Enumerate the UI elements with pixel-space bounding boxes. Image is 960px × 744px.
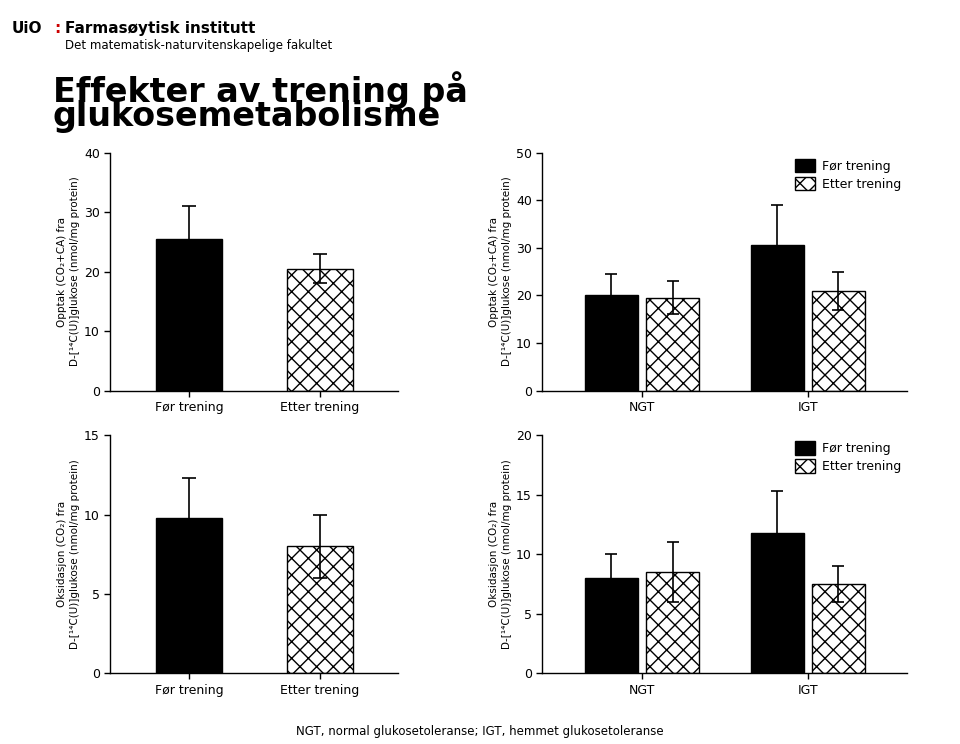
- Bar: [156, 518, 222, 673]
- Bar: [646, 572, 699, 673]
- Bar: [751, 533, 804, 673]
- Bar: [812, 291, 865, 391]
- Legend: Før trening, Etter trening: Før trening, Etter trening: [796, 441, 900, 473]
- Bar: [646, 298, 699, 391]
- Y-axis label: Opptak (CO₂+CA) fra
D-[¹⁴C(U)]glukose (nmol/mg protein): Opptak (CO₂+CA) fra D-[¹⁴C(U)]glukose (n…: [489, 176, 512, 367]
- Text: :: :: [55, 21, 61, 36]
- Text: Det matematisk-naturvitenskapelige fakultet: Det matematisk-naturvitenskapelige fakul…: [65, 39, 332, 51]
- Bar: [156, 239, 222, 391]
- Bar: [287, 546, 352, 673]
- Text: glukosemetabolisme: glukosemetabolisme: [53, 100, 441, 132]
- Y-axis label: Oksidasjon (CO₂) fra
D-[¹⁴C(U)]glukose (nmol/mg protein): Oksidasjon (CO₂) fra D-[¹⁴C(U)]glukose (…: [57, 459, 80, 650]
- Text: UiO: UiO: [12, 21, 42, 36]
- Bar: [585, 295, 637, 391]
- Bar: [751, 246, 804, 391]
- Bar: [812, 584, 865, 673]
- Y-axis label: Oksidasjon (CO₂) fra
D-[¹⁴C(U)]glukose (nmol/mg protein): Oksidasjon (CO₂) fra D-[¹⁴C(U)]glukose (…: [489, 459, 512, 650]
- Text: Effekter av trening på: Effekter av trening på: [53, 71, 468, 109]
- Text: Farmasøytisk institutt: Farmasøytisk institutt: [65, 21, 255, 36]
- Legend: Før trening, Etter trening: Før trening, Etter trening: [796, 158, 900, 190]
- Bar: [585, 578, 637, 673]
- Text: NGT, normal glukosetoleranse; IGT, hemmet glukosetoleranse: NGT, normal glukosetoleranse; IGT, hemme…: [297, 725, 663, 738]
- Bar: [287, 269, 352, 391]
- Y-axis label: Opptak (CO₂+CA) fra
D-[¹⁴C(U)]glukose (nmol/mg protein): Opptak (CO₂+CA) fra D-[¹⁴C(U)]glukose (n…: [57, 176, 80, 367]
